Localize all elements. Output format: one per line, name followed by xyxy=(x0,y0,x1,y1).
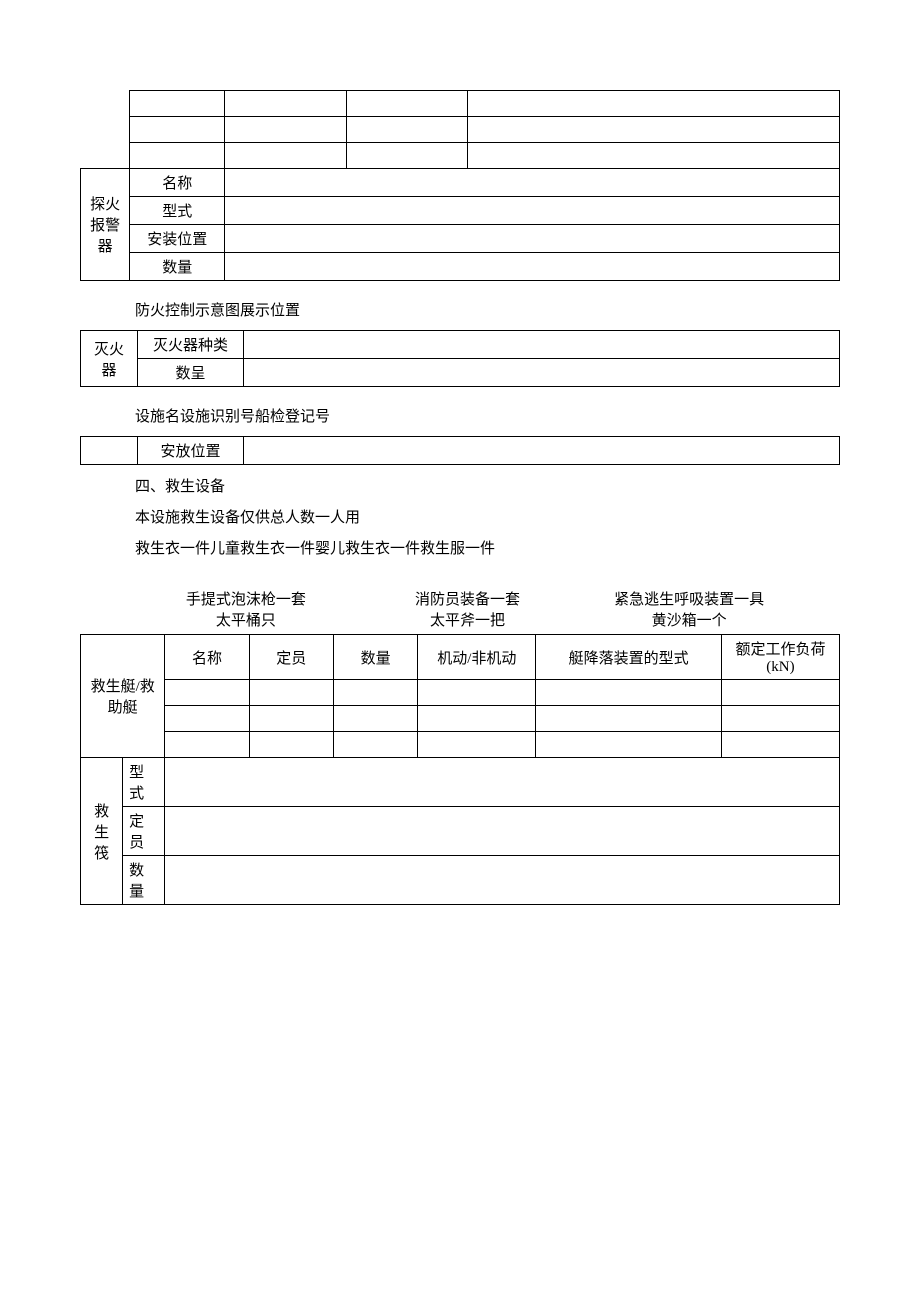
heading-lifesaving: 四、救生设备 xyxy=(135,475,840,496)
table-row xyxy=(81,143,840,169)
cell-label: 型式 xyxy=(123,758,165,807)
table-row: 救生艇/救助艇 名称 定员 数量 机动/非机动 艇降落装置的型式 额定工作负荷(… xyxy=(81,635,840,680)
table-row: 数呈 xyxy=(81,359,840,387)
equipment-triple-row: 手提式泡沫枪一套 太平桶只 消防员装备一套 太平斧一把 紧急逃生呼吸装置一具 黄… xyxy=(135,588,840,630)
cell-label: 安装位置 xyxy=(130,225,225,253)
text-firefighter-kit: 消防员装备一套 xyxy=(357,588,579,609)
table-row xyxy=(81,117,840,143)
text-lifejackets: 救生衣一件儿童救生衣一件婴儿救生衣一件救生服一件 xyxy=(135,537,840,558)
cell-label: 型式 xyxy=(130,197,225,225)
cell-label: 救生筏 xyxy=(81,758,123,905)
table-row: 数量 xyxy=(81,253,840,281)
table-row: 灭火器 灭火器种类 xyxy=(81,331,840,359)
cell-label: 探火报警器 xyxy=(81,169,130,281)
table-row xyxy=(81,732,840,758)
cell-label: 数量 xyxy=(130,253,225,281)
text-fire-control-diagram: 防火控制示意图展示位置 xyxy=(135,299,840,320)
table-fire-alarm: 探火报警器 名称 型式 安装位置 数量 xyxy=(80,90,840,281)
table-extinguisher: 灭火器 灭火器种类 数呈 xyxy=(80,330,840,387)
cell-label: 救生艇/救助艇 xyxy=(81,635,165,758)
table-row xyxy=(81,706,840,732)
text-lifesaving-capacity: 本设施救生设备仅供总人数一人用 xyxy=(135,506,840,527)
text-breathing-device: 紧急逃生呼吸装置一具 xyxy=(578,588,800,609)
cell-label: 数呈 xyxy=(137,359,243,387)
cell-label: 名称 xyxy=(130,169,225,197)
table-row: 安放位置 xyxy=(81,437,840,465)
table-row: 探火报警器 名称 xyxy=(81,169,840,197)
table-row: 安装位置 xyxy=(81,225,840,253)
table-lifeboat: 救生艇/救助艇 名称 定员 数量 机动/非机动 艇降落装置的型式 额定工作负荷(… xyxy=(80,634,840,905)
cell-label: 灭火器种类 xyxy=(137,331,243,359)
cell-header: 定员 xyxy=(249,635,333,680)
text-bucket: 太平桶只 xyxy=(135,609,357,630)
text-facility-id: 设施名设施识别号船检登记号 xyxy=(135,405,840,426)
table-row: 定员 xyxy=(81,807,840,856)
cell-header: 数量 xyxy=(333,635,417,680)
table-row: 数量 xyxy=(81,856,840,905)
table-row xyxy=(81,91,840,117)
cell-header: 机动/非机动 xyxy=(418,635,536,680)
table-row: 救生筏 型式 xyxy=(81,758,840,807)
table-row xyxy=(81,680,840,706)
text-foam-gun: 手提式泡沫枪一套 xyxy=(135,588,357,609)
cell-label: 数量 xyxy=(123,856,165,905)
table-row: 型式 xyxy=(81,197,840,225)
cell-label: 安放位置 xyxy=(137,437,243,465)
cell-label: 灭火器 xyxy=(81,331,138,387)
cell-header: 名称 xyxy=(165,635,249,680)
text-sandbox: 黄沙箱一个 xyxy=(578,609,800,630)
cell-header: 额定工作负荷(kN) xyxy=(721,635,839,680)
cell-header: 艇降落装置的型式 xyxy=(536,635,722,680)
table-placement: 安放位置 xyxy=(80,436,840,465)
cell-label: 定员 xyxy=(123,807,165,856)
text-axe: 太平斧一把 xyxy=(357,609,579,630)
